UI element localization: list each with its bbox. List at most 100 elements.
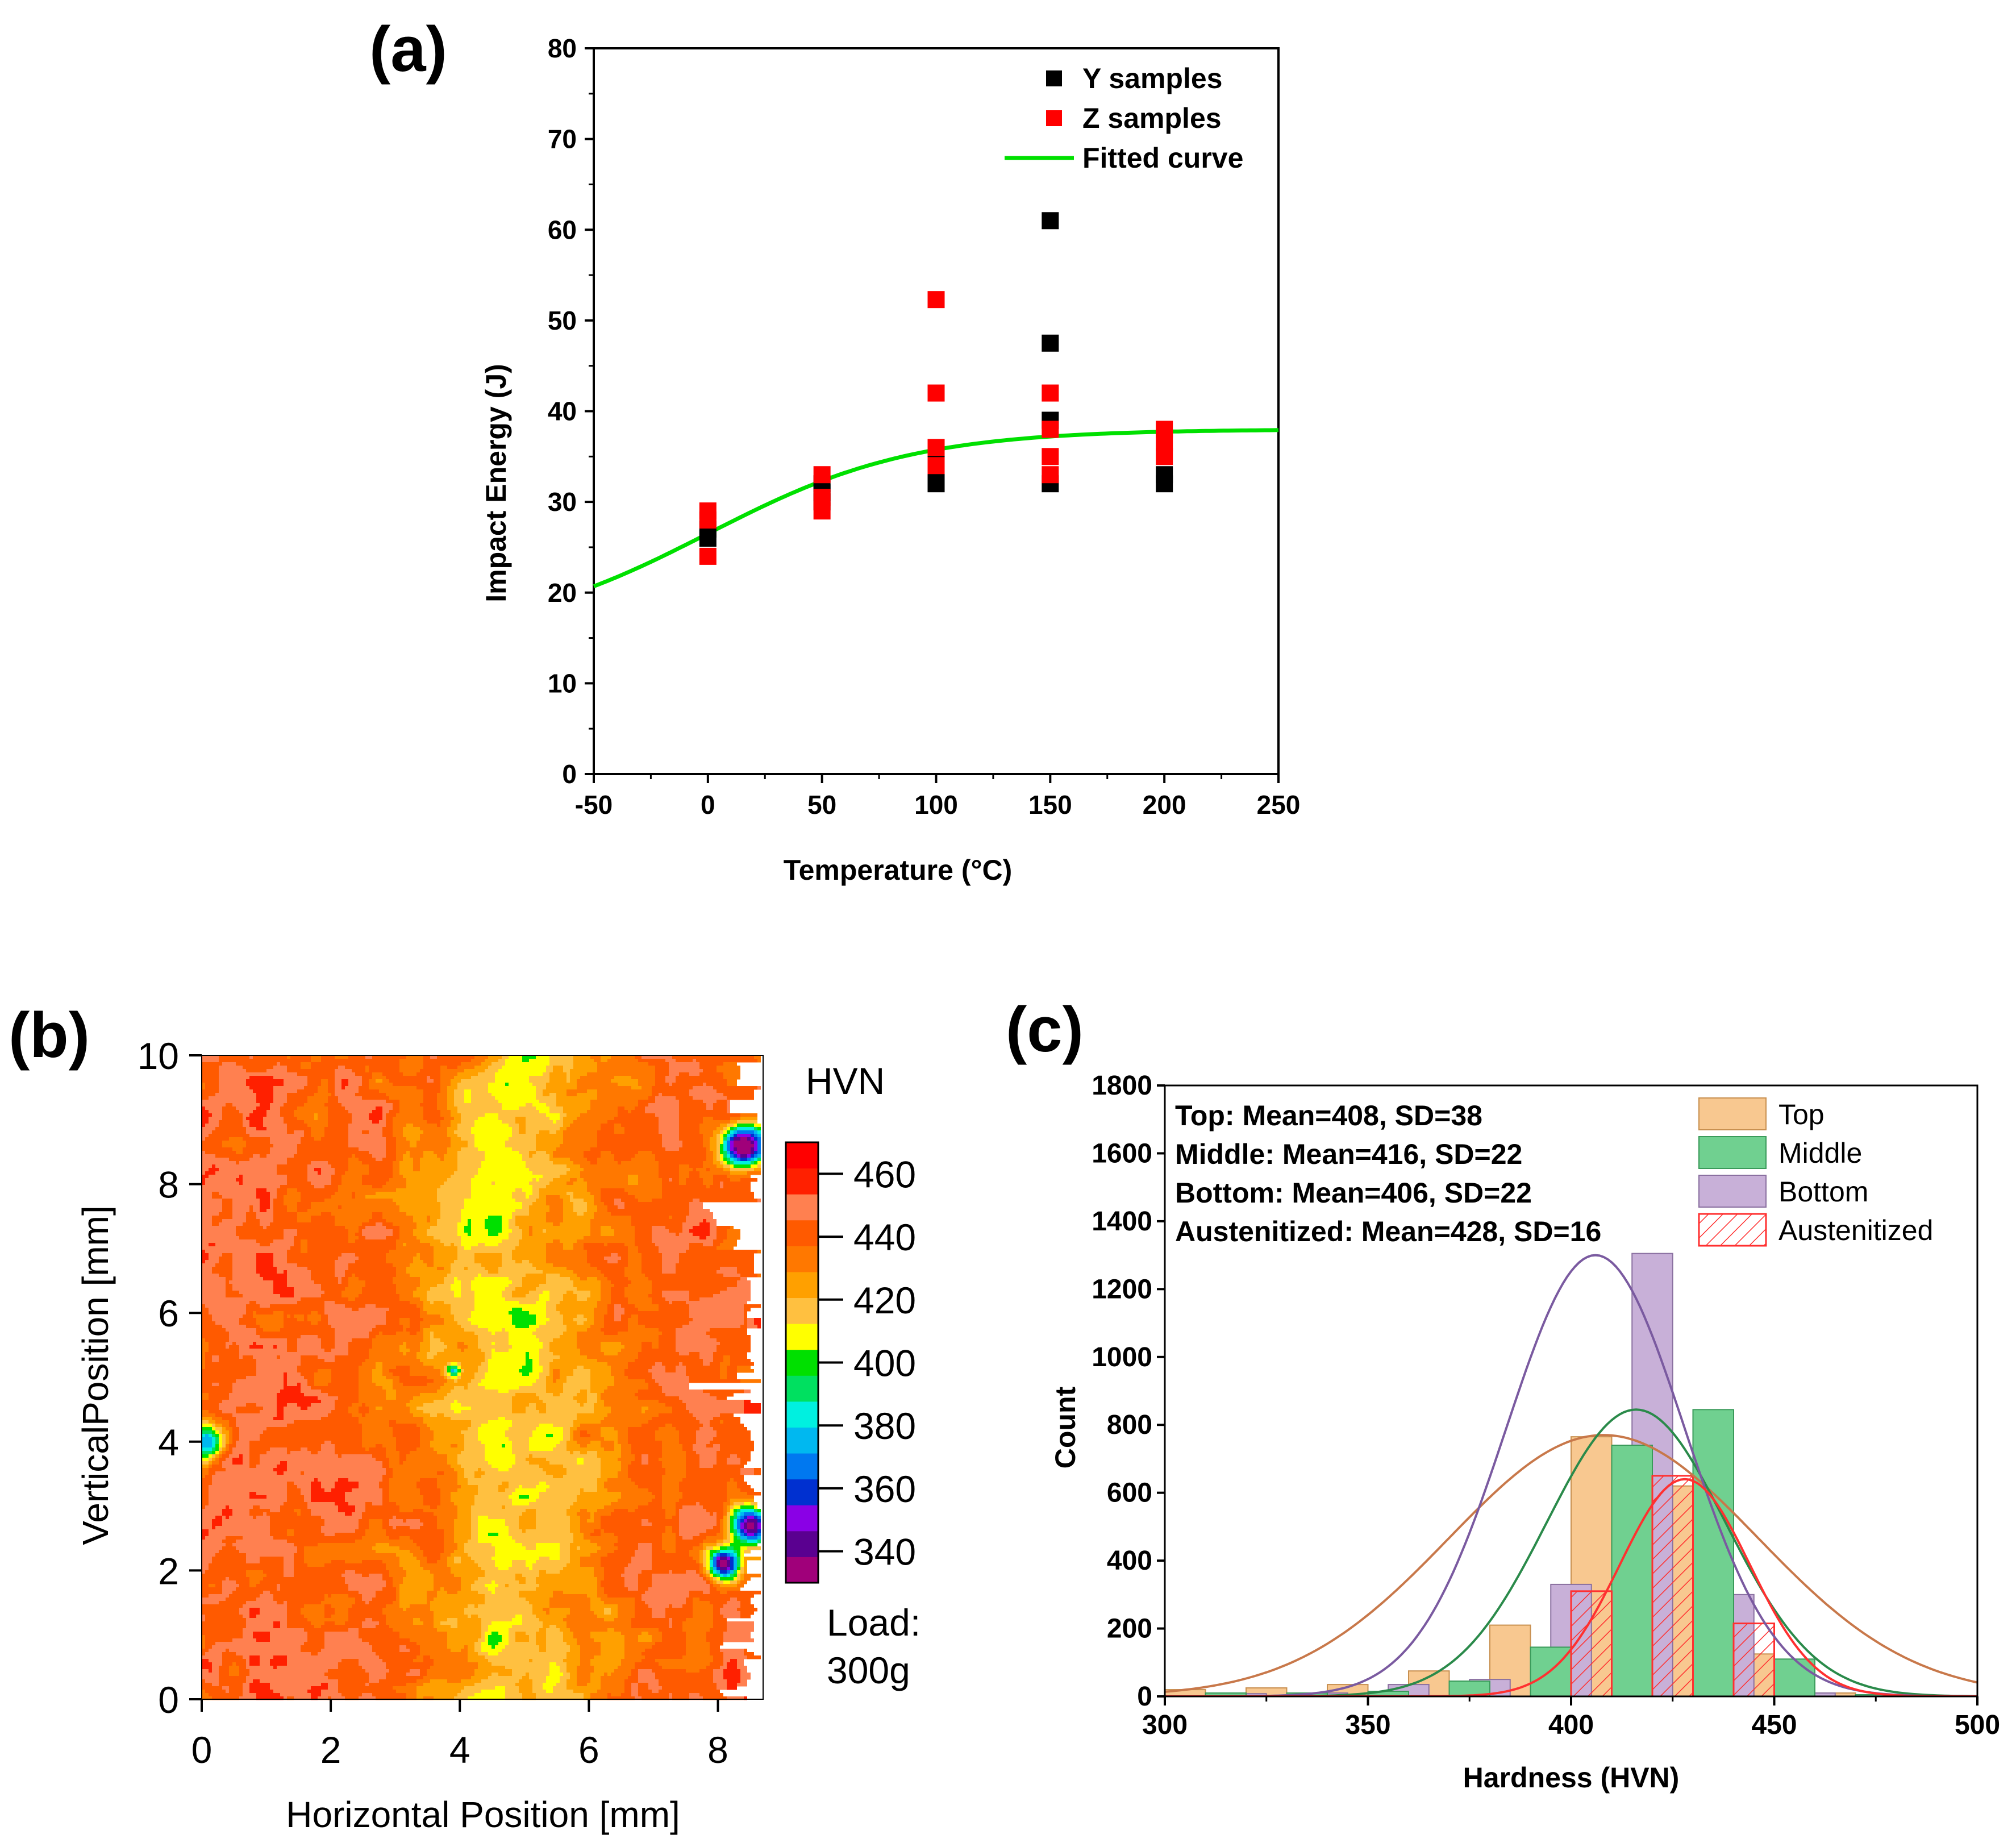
contour-cell [464, 1342, 478, 1346]
contour-cell [662, 1482, 679, 1486]
contour-cell [509, 1226, 519, 1230]
contour-cell [280, 1110, 294, 1114]
contour-cell [495, 1182, 529, 1185]
contour-cell [584, 1488, 597, 1492]
contour-cell [587, 1202, 594, 1206]
contour-cell [427, 1311, 451, 1315]
contour-cell [713, 1625, 727, 1629]
contour-cell [229, 1516, 253, 1520]
contour-cell [747, 1529, 757, 1533]
contour-cell [509, 1335, 536, 1339]
contour-cell [331, 1376, 359, 1380]
contour-cell [399, 1458, 406, 1462]
contour-cell [515, 1199, 536, 1203]
contour-cell [348, 1502, 365, 1506]
contour-cell [744, 1560, 747, 1564]
contour-cell [420, 1127, 447, 1131]
contour-cell [601, 1580, 624, 1584]
y-tick-label: 50 [548, 306, 577, 335]
contour-cell [263, 1124, 287, 1128]
contour-cell [410, 1372, 440, 1376]
contour-cell [720, 1362, 730, 1366]
contour-cell [536, 1321, 546, 1325]
contour-cell [451, 1175, 474, 1179]
contour-cell [457, 1482, 468, 1486]
contour-cell [406, 1403, 423, 1407]
contour-cell [737, 1553, 740, 1557]
contour-cell [209, 1461, 212, 1465]
contour-cell [723, 1519, 727, 1523]
contour-cell [727, 1461, 740, 1465]
contour-cell [437, 1100, 447, 1104]
contour-cell [341, 1079, 348, 1083]
contour-cell [509, 1427, 536, 1431]
contour-cell [359, 1369, 372, 1373]
contour-cell [461, 1287, 471, 1291]
contour-cell [399, 1069, 420, 1073]
contour-cell [362, 1441, 396, 1445]
contour-cell [314, 1168, 321, 1172]
contour-cell [730, 1171, 747, 1175]
contour-cell [642, 1260, 662, 1264]
contour-cell [335, 1260, 355, 1264]
contour-cell [737, 1366, 751, 1370]
contour-cell [372, 1502, 382, 1506]
contour-cell [202, 1250, 205, 1254]
contour-cell [522, 1366, 532, 1370]
contour-cell [723, 1540, 730, 1544]
contour-cell [652, 1645, 686, 1649]
contour-cell [710, 1580, 713, 1584]
contour-cell [628, 1376, 652, 1380]
contour-cell [495, 1076, 529, 1080]
contour-cell [611, 1291, 624, 1295]
y-tick-label: 20 [548, 578, 577, 608]
contour-cell [727, 1158, 730, 1162]
contour-cell [335, 1083, 341, 1087]
contour-cell [260, 1243, 270, 1247]
contour-cell [607, 1059, 638, 1063]
contour-cell [720, 1584, 737, 1588]
contour-cell [348, 1352, 369, 1356]
contour-cell [324, 1594, 328, 1598]
contour-cell [474, 1257, 502, 1261]
contour-cell [652, 1280, 737, 1284]
contour-cell [642, 1652, 686, 1656]
contour-cell [584, 1154, 601, 1158]
contour-cell [713, 1584, 720, 1588]
contour-cell [642, 1345, 652, 1349]
contour-cell [577, 1294, 590, 1298]
contour-cell [676, 1345, 717, 1349]
contour-cell [737, 1529, 740, 1533]
contour-cell [430, 1413, 437, 1417]
contour-cell [696, 1417, 713, 1421]
contour-cell [727, 1553, 730, 1557]
contour-cell [676, 1369, 686, 1373]
contour-cell [587, 1594, 597, 1598]
contour-cell [553, 1069, 563, 1073]
contour-cell [263, 1226, 266, 1230]
contour-cell [311, 1482, 321, 1486]
contour-cell [567, 1171, 580, 1175]
contour-cell [212, 1454, 215, 1458]
contour-cell [386, 1468, 393, 1472]
contour-cell [618, 1434, 628, 1438]
contour-cell [577, 1178, 584, 1182]
contour-cell [376, 1158, 382, 1162]
contour-cell [498, 1117, 515, 1121]
contour-cell [457, 1066, 474, 1070]
contour-cell [543, 1369, 549, 1373]
contour-cell [416, 1355, 427, 1359]
contour-cell [628, 1563, 652, 1567]
contour-cell [294, 1529, 321, 1533]
contour-cell [352, 1154, 355, 1158]
contour-cell [549, 1557, 560, 1561]
contour-cell [396, 1366, 410, 1370]
contour-cell [478, 1522, 505, 1526]
contour-cell [549, 1461, 577, 1465]
contour-cell [509, 1236, 522, 1240]
contour-cell [536, 1314, 546, 1318]
contour-cell [536, 1147, 556, 1151]
contour-cell [209, 1410, 222, 1414]
contour-cell [232, 1383, 284, 1387]
contour-cell [376, 1304, 416, 1308]
